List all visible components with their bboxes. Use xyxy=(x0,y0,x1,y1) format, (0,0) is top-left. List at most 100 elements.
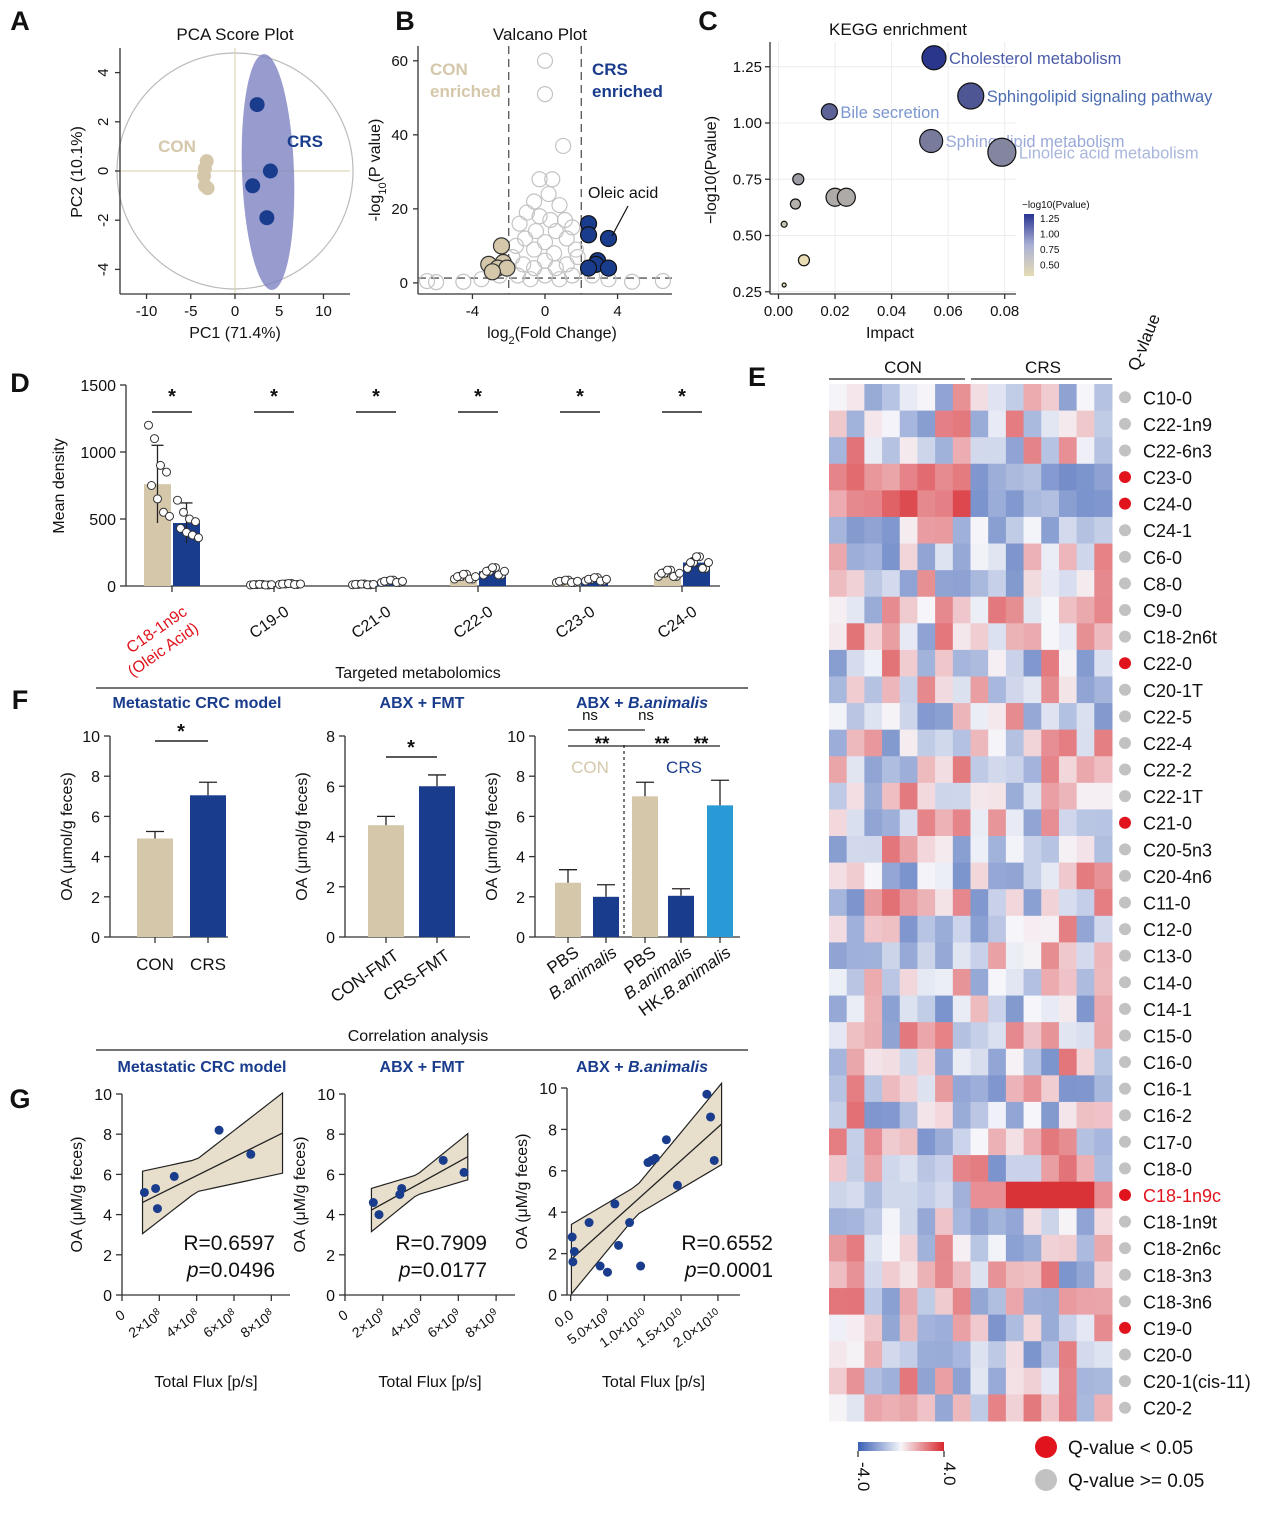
heatmap-cell xyxy=(1058,570,1078,598)
heatmap-cell xyxy=(829,703,848,731)
heatmap-cell xyxy=(1058,1367,1078,1395)
data-dot xyxy=(165,511,174,521)
heatmap-cell xyxy=(864,437,883,465)
heatmap-cell xyxy=(882,410,901,438)
y-tick-label: 0 xyxy=(516,930,525,947)
heatmap-cell xyxy=(1094,649,1113,677)
row-label: C18-1n9t xyxy=(1143,1213,1217,1233)
crs-point xyxy=(262,163,278,179)
y-tick-label: -2 xyxy=(95,214,112,227)
heatmap-cell xyxy=(1058,543,1078,571)
x-tick-label: 0.00 xyxy=(764,303,793,320)
heatmap-cell xyxy=(1094,995,1113,1023)
x-axis-label: log2(Fold Change) xyxy=(487,325,617,347)
heatmap-cell xyxy=(899,676,918,704)
heatmap-cell xyxy=(952,703,971,731)
heatmap-cell xyxy=(1005,1234,1025,1262)
y-tick-label: 1.25 xyxy=(733,59,762,76)
heatmap-cell xyxy=(952,889,971,917)
r-value: R=0.6597 xyxy=(183,1232,275,1255)
heatmap-cell xyxy=(1076,384,1095,412)
heatmap-cell xyxy=(917,1022,936,1050)
heatmap-cell xyxy=(1023,889,1042,917)
heatmap-cell xyxy=(988,1101,1007,1130)
heatmap-cell xyxy=(1076,1288,1095,1316)
heatmap-cell xyxy=(899,1314,918,1342)
x-axis-label: Impact xyxy=(866,325,915,342)
heatmap-cell xyxy=(829,968,848,997)
heatmap-cell xyxy=(917,1234,936,1262)
heatmap-cell xyxy=(1041,570,1060,598)
heatmap-cell xyxy=(917,703,936,731)
ns-point xyxy=(522,271,539,288)
heatmap-cell xyxy=(829,570,848,598)
heatmap-cell xyxy=(970,1022,989,1050)
significance-star: * xyxy=(177,721,185,743)
heatmap-cell xyxy=(988,384,1007,412)
heatmap-cell xyxy=(1094,1261,1113,1289)
heatmap-cell xyxy=(846,649,865,677)
non-significant-dot xyxy=(1119,577,1131,590)
heatmap-cell xyxy=(952,968,971,997)
ns-point xyxy=(511,215,528,232)
heatmap-cell xyxy=(829,995,848,1023)
heatmap-cell xyxy=(1058,1048,1078,1076)
row-label: C22-0 xyxy=(1143,654,1192,674)
heatmap-cell xyxy=(846,1181,865,1209)
heatmap-cell xyxy=(970,1101,989,1130)
heatmap-cell xyxy=(1023,543,1042,571)
heatmap-cell xyxy=(917,543,936,571)
heatmap-cell xyxy=(917,1288,936,1316)
heatmap-cell xyxy=(988,1181,1007,1209)
crs-point xyxy=(249,97,265,113)
heatmap-cell xyxy=(899,1367,918,1395)
heatmap-cell xyxy=(917,1048,936,1076)
heatmap-cell xyxy=(970,836,989,864)
heatmap-cell xyxy=(1023,836,1042,864)
y-tick-label: 0 xyxy=(107,579,116,596)
heatmap-cell xyxy=(829,437,848,465)
heatmap-cell xyxy=(1005,463,1025,491)
heatmap-cell xyxy=(1005,1367,1025,1395)
con-enriched-label: enriched xyxy=(430,82,501,101)
data-point xyxy=(595,1261,605,1271)
heatmap-cell xyxy=(1041,809,1060,837)
heatmap-cell xyxy=(829,782,848,810)
heatmap-cell xyxy=(1076,437,1095,465)
heatmap-cell xyxy=(882,1155,901,1183)
heatmap-cell xyxy=(1058,1022,1078,1050)
heatmap-cell xyxy=(899,1208,918,1236)
row-label: C14-1 xyxy=(1143,1000,1192,1020)
x-tick-label: 0 xyxy=(541,303,549,320)
heatmap-cell xyxy=(970,516,989,545)
heatmap-cell xyxy=(1041,836,1060,864)
ns-point xyxy=(551,197,568,214)
heatmap-cell xyxy=(1094,809,1113,837)
y-tick-label: 2 xyxy=(95,118,112,126)
heatmap-cell xyxy=(988,463,1007,491)
heatmap-cell xyxy=(1076,1101,1095,1130)
heatmap-cell xyxy=(1023,1181,1042,1209)
chart-title: Metastatic CRC model xyxy=(118,1059,287,1076)
heatmap-cell xyxy=(1058,995,1078,1023)
heatmap-cell xyxy=(1058,1234,1078,1262)
heatmap-cell xyxy=(935,623,954,651)
heatmap-cell xyxy=(882,782,901,810)
non-significant-dot xyxy=(1119,1268,1131,1281)
heatmap-cell xyxy=(829,1234,848,1262)
heatmap-cell xyxy=(899,623,918,651)
row-label: C13-0 xyxy=(1143,947,1192,967)
heatmap-cell xyxy=(1058,703,1078,731)
heatmap-cell xyxy=(1058,1075,1078,1103)
x-tick-label: 10 xyxy=(315,303,332,320)
heatmap-cell xyxy=(1076,516,1095,545)
significance-star: * xyxy=(576,386,584,408)
heatmap-cell xyxy=(846,490,865,518)
heatmap-cell xyxy=(1005,623,1025,651)
chart-title: KEGG enrichment xyxy=(829,20,967,39)
row-label: C6-0 xyxy=(1143,548,1182,568)
crs-enriched-label: enriched xyxy=(592,82,663,101)
heatmap-cell xyxy=(864,809,883,837)
heatmap-cell xyxy=(846,463,865,491)
x-tick-label: 0.02 xyxy=(820,303,849,320)
